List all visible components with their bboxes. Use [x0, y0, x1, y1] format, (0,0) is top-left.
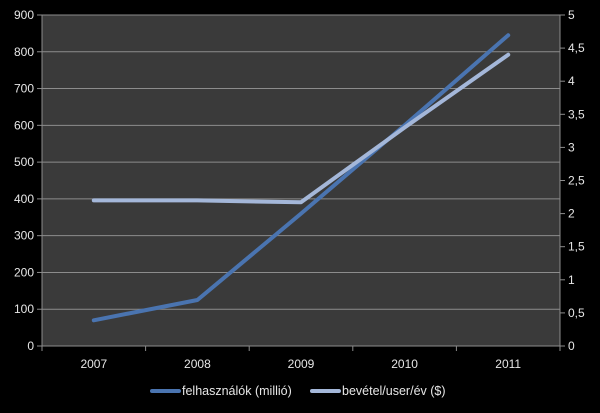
legend-label: bevétel/user/év ($) [342, 384, 446, 398]
x-axis-tick-label: 2008 [184, 357, 211, 371]
y-axis-left-tick-labels: 0 100 200 300 400 500 600 700 800 900 [14, 8, 34, 353]
y-axis-right-tick-label: 2 [568, 207, 575, 221]
plot-area [42, 15, 560, 346]
y-axis-right-tick-label: 2,5 [568, 174, 585, 188]
y-axis-right-tick-label: 4 [568, 74, 575, 88]
y-axis-left-tick-label: 800 [14, 45, 34, 59]
x-axis-tick-label: 2009 [288, 357, 315, 371]
x-axis-tick-label: 2011 [495, 357, 521, 371]
x-axis-tick-labels: 2007 2008 2009 2010 2011 [80, 357, 521, 371]
y-axis-right-tick-label: 5 [568, 8, 575, 22]
y-axis-right-tick-label: 0,5 [568, 306, 585, 320]
x-axis-tick-label: 2007 [80, 357, 107, 371]
y-axis-left-tick-label: 900 [14, 8, 34, 22]
y-axis-right-tick-labels: 0 0,5 1 1,5 2 2,5 3 3,5 4 4,5 5 [568, 8, 585, 353]
y-axis-left-tick-label: 600 [14, 118, 34, 132]
y-axis-right-tick-label: 3,5 [568, 107, 585, 121]
legend: felhasználók (millió) bevétel/user/év ($) [150, 384, 446, 398]
y-axis-left-tick-label: 700 [14, 82, 34, 96]
y-axis-right-tick-label: 4,5 [568, 41, 585, 55]
y-axis-left-tick-label: 200 [14, 265, 34, 279]
y-axis-right-tick-label: 0 [568, 339, 575, 353]
y-axis-left-tick-label: 100 [14, 302, 34, 316]
y-axis-left-tick-label: 500 [14, 155, 34, 169]
y-axis-left-tick-label: 300 [14, 229, 34, 243]
y-axis-right-tick-label: 1,5 [568, 240, 585, 254]
legend-label: felhasználók (millió) [182, 384, 292, 398]
y-axis-left-tick-label: 400 [14, 192, 34, 206]
y-axis-right-tick-label: 1 [568, 273, 575, 287]
axis-lines [37, 14, 565, 351]
y-axis-right-tick-label: 3 [568, 140, 575, 154]
x-axis-tick-label: 2010 [391, 357, 418, 371]
series-lines [91, 33, 511, 323]
y-axis-left-tick-label: 0 [27, 339, 34, 353]
